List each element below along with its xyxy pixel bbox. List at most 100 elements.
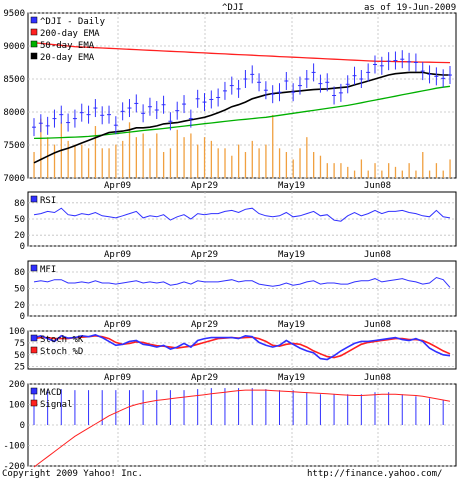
grid-lines <box>28 12 456 467</box>
x-tick-label: Jun08 <box>364 181 391 191</box>
chart-symbol-title: ^DJI <box>222 3 244 13</box>
volume-bar <box>231 155 233 178</box>
x-tick-label: Jun08 <box>364 250 391 260</box>
x-tick-label: Apr09 <box>104 250 131 260</box>
volume-bar <box>197 144 199 178</box>
volume-bar <box>224 148 226 178</box>
volume-bar <box>40 118 42 178</box>
legend-label: 50-day EMA <box>40 41 95 51</box>
ema20-line <box>33 71 450 164</box>
volume-bar <box>251 140 253 178</box>
y-tick-label: 80 <box>14 268 25 278</box>
legend-label: 20-day EMA <box>40 53 95 63</box>
tick-labels: Apr09 Apr29 May19 Jun08 7000 7500 80 0 0 8500 9000… <box>3 9 391 472</box>
volume-bar <box>101 148 103 178</box>
y-tick-label: 50 <box>14 351 25 361</box>
x-tick-label: Apr29 <box>191 250 218 260</box>
x-tick-label: Apr09 <box>104 181 131 191</box>
legend-label: RSI <box>40 196 56 206</box>
volume-bar <box>347 166 349 178</box>
legend-swatch <box>30 334 38 342</box>
volume-bar <box>449 159 451 178</box>
legend-swatch <box>30 346 38 354</box>
volume-bar <box>108 148 110 178</box>
volume-bar <box>394 166 397 178</box>
volume-bar <box>326 163 328 178</box>
ema200-line <box>33 42 451 64</box>
volume-bar <box>313 152 315 178</box>
volume-bar <box>265 144 267 178</box>
volume-bar <box>74 144 76 178</box>
y-tick-label: 0 <box>20 312 25 322</box>
volume-bar <box>135 137 137 178</box>
volume-bar <box>33 152 35 178</box>
y-tick-label: 8500 <box>3 75 25 85</box>
x-tick-label: May19 <box>278 320 305 330</box>
y-tick-label: 75 <box>14 339 25 349</box>
volume-bar <box>67 140 69 178</box>
volume-bar <box>422 152 424 178</box>
panel-frame <box>27 12 457 179</box>
chart-date: as of 19-Jun-2009 <box>364 3 456 13</box>
volume-bar <box>435 163 438 178</box>
legend-label: Signal <box>40 400 73 410</box>
x-tick-label: Apr09 <box>104 320 131 330</box>
y-tick-label: 7500 <box>3 141 25 151</box>
legend-swatch <box>30 399 38 407</box>
y-tick-label: 80 <box>14 199 25 209</box>
legend-label: Stoch %K <box>40 335 84 345</box>
volume-bar <box>292 159 294 178</box>
volume-bar <box>244 152 247 178</box>
legend-swatch <box>30 52 38 60</box>
volume-bar <box>237 144 240 178</box>
legend-swatch <box>30 264 38 272</box>
x-tick-label: May19 <box>278 181 305 191</box>
x-tick-label: May19 <box>278 250 305 260</box>
volume-bar <box>210 140 213 178</box>
y-tick-label: 25 <box>14 363 25 373</box>
copyright-text: Copyright 2009 Yahoo! Inc. <box>2 469 143 479</box>
volume-bar <box>156 133 158 178</box>
legend-label: Stoch %D <box>40 347 83 357</box>
volume-bar <box>381 170 383 178</box>
volume-bar <box>442 170 444 178</box>
volume-bar <box>94 126 97 178</box>
x-tick-label: May19 <box>278 373 305 383</box>
legend-swatch <box>30 387 38 395</box>
volume-bar <box>162 152 165 178</box>
mfi-line <box>33 276 451 288</box>
x-tick-label: Apr29 <box>191 181 218 191</box>
volume-bar <box>217 148 219 178</box>
y-tick-label: -200 <box>3 462 25 472</box>
y-tick-label: 9000 <box>3 42 25 52</box>
volume-bar <box>203 137 206 178</box>
legend-label: 200-day EMA <box>40 29 100 39</box>
volume-bar <box>401 170 403 178</box>
volume-bar <box>47 137 49 178</box>
volume-bar <box>258 148 260 178</box>
y-tick-label: 50 <box>14 285 25 295</box>
volume-bar <box>122 140 124 178</box>
y-tick-label: -100 <box>3 442 25 452</box>
volume-bar <box>299 148 301 178</box>
y-tick-label: 7000 <box>3 174 25 184</box>
legend-label: ^DJI - Daily <box>40 17 106 27</box>
volume-bar <box>87 148 90 178</box>
panel-backgrounds <box>27 12 457 467</box>
volume-bar <box>306 137 308 178</box>
data-marks <box>32 42 452 468</box>
volume-bar <box>408 163 410 178</box>
legends: ^DJI - Daily 200-day EMA 50-day EMA 20-day … <box>30 16 106 410</box>
volume-bar <box>272 114 274 178</box>
volume-bar <box>149 148 151 178</box>
volume-bar <box>115 144 117 178</box>
y-tick-label: 20 <box>14 301 25 311</box>
y-tick-label: 0 <box>20 421 25 431</box>
volume-bar <box>81 144 83 178</box>
y-tick-label: 100 <box>9 327 25 337</box>
volume-bar <box>53 144 56 178</box>
volume-bar <box>278 148 281 178</box>
y-tick-label: 50 <box>14 215 25 225</box>
y-tick-label: 9500 <box>3 9 25 19</box>
